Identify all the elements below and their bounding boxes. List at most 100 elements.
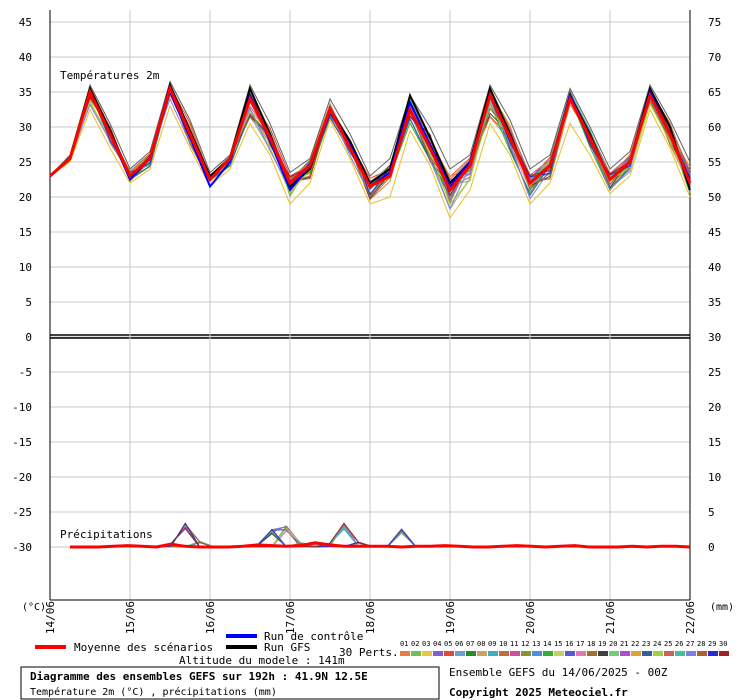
left-tick-label: 15 bbox=[19, 226, 32, 239]
precipitation-member-line bbox=[70, 523, 690, 548]
perturbation-swatch bbox=[565, 651, 575, 656]
perturbation-swatch bbox=[576, 651, 586, 656]
perturbation-swatch bbox=[598, 651, 608, 656]
left-tick-label: -20 bbox=[12, 471, 32, 484]
footer-copyright: Copyright 2025 Meteociel.fr bbox=[449, 686, 628, 699]
perturbation-number: 15 bbox=[554, 640, 562, 648]
right-tick-label: 25 bbox=[708, 366, 721, 379]
right-tick-label: 70 bbox=[708, 51, 721, 64]
precipitation-member-line bbox=[70, 522, 690, 548]
left-tick-label: 20 bbox=[19, 191, 32, 204]
right-tick-label: 60 bbox=[708, 121, 721, 134]
precipitation-member-line bbox=[70, 525, 690, 548]
perturbation-swatch bbox=[708, 651, 718, 656]
left-tick-label: 30 bbox=[19, 121, 32, 134]
perturbation-swatch bbox=[499, 651, 509, 656]
perturbation-swatch bbox=[686, 651, 696, 656]
precipitation-member-line bbox=[70, 522, 690, 548]
perturbation-swatch bbox=[455, 651, 465, 656]
perturbation-number: 08 bbox=[477, 640, 485, 648]
perturbation-number: 05 bbox=[444, 640, 452, 648]
perturbation-number: 14 bbox=[543, 640, 551, 648]
right-tick-label: 15 bbox=[708, 436, 721, 449]
perturbation-number: 04 bbox=[433, 640, 441, 648]
precipitation-member-line bbox=[70, 525, 690, 548]
left-tick-label: 5 bbox=[25, 296, 32, 309]
legend-perts-label: 30 Perts. bbox=[339, 646, 399, 659]
precipitation-member-lines bbox=[70, 522, 691, 548]
left-unit-label: (°C) bbox=[22, 602, 46, 613]
perturbation-swatch bbox=[422, 651, 432, 656]
left-tick-label: -15 bbox=[12, 436, 32, 449]
right-tick-label: 75 bbox=[708, 16, 721, 29]
perturbation-number: 01 bbox=[400, 640, 408, 648]
perturbation-number: 29 bbox=[708, 640, 716, 648]
temperature-section-label: Températures 2m bbox=[60, 69, 160, 82]
right-unit-label: (mm) bbox=[710, 602, 734, 613]
precipitation-member-line bbox=[70, 523, 690, 548]
perturbation-number: 03 bbox=[422, 640, 430, 648]
perturbation-swatch bbox=[664, 651, 674, 656]
legend-gfs-label: Run GFS bbox=[264, 641, 310, 654]
perturbation-swatch bbox=[642, 651, 652, 656]
perturbation-swatch bbox=[466, 651, 476, 656]
precipitation-member-line bbox=[70, 522, 691, 548]
precipitation-member-line bbox=[70, 526, 691, 548]
perturbation-number: 26 bbox=[675, 640, 683, 648]
perturbation-number: 16 bbox=[565, 640, 573, 648]
perturbation-number: 07 bbox=[466, 640, 474, 648]
left-tick-label: 35 bbox=[19, 86, 32, 99]
perturbation-swatch bbox=[675, 651, 685, 656]
precipitation-member-line bbox=[70, 524, 691, 548]
right-tick-label: 45 bbox=[708, 226, 721, 239]
precipitation-member-line bbox=[70, 525, 691, 548]
right-tick-label: 20 bbox=[708, 401, 721, 414]
perturbation-swatch bbox=[477, 651, 487, 656]
footer-run-info: Ensemble GEFS du 14/06/2025 - 00Z bbox=[449, 666, 668, 679]
precipitation-member-line bbox=[70, 525, 690, 548]
right-tick-label: 50 bbox=[708, 191, 721, 204]
precipitation-member-line bbox=[70, 525, 691, 548]
left-tick-label: 25 bbox=[19, 156, 32, 169]
right-tick-label: 55 bbox=[708, 156, 721, 169]
perturbation-swatch bbox=[609, 651, 619, 656]
perturbation-number: 12 bbox=[521, 640, 529, 648]
perturbation-swatch bbox=[488, 651, 498, 656]
mean-precipitation-line bbox=[70, 541, 691, 549]
x-tick-label: 14/06 bbox=[44, 601, 57, 634]
right-tick-label: 40 bbox=[708, 261, 721, 274]
perturbation-swatch bbox=[400, 651, 410, 656]
perturbation-number: 06 bbox=[455, 640, 463, 648]
right-tick-label: 0 bbox=[708, 541, 715, 554]
mean-temperature-line bbox=[49, 84, 692, 193]
legend-altitude: Altitude du modele : 141m bbox=[179, 654, 345, 667]
footer-title-box bbox=[20, 666, 440, 700]
precipitation-member-line bbox=[70, 522, 691, 548]
precipitation-member-line bbox=[70, 523, 690, 548]
perturbation-number: 25 bbox=[664, 640, 672, 648]
temperature-upper-member bbox=[49, 80, 691, 177]
perturbation-number: 11 bbox=[510, 640, 518, 648]
perturbation-swatch bbox=[653, 651, 663, 656]
perturbation-number: 13 bbox=[532, 640, 540, 648]
x-tick-label: 19/06 bbox=[444, 601, 457, 634]
perturbation-swatch bbox=[510, 651, 520, 656]
perturbation-swatch bbox=[444, 651, 454, 656]
perturbation-number: 10 bbox=[499, 640, 507, 648]
x-tick-label: 18/06 bbox=[364, 601, 377, 634]
precipitation-member-line bbox=[70, 526, 691, 548]
perturbation-number: 02 bbox=[411, 640, 419, 648]
perturbation-swatch bbox=[719, 651, 729, 656]
precipitation-member-line bbox=[70, 522, 691, 548]
perturbation-swatch bbox=[411, 651, 421, 656]
left-tick-label: -5 bbox=[19, 366, 32, 379]
perturbation-number: 28 bbox=[697, 640, 705, 648]
x-tick-label: 22/06 bbox=[684, 601, 697, 634]
left-tick-label: 40 bbox=[19, 51, 32, 64]
right-tick-label: 10 bbox=[708, 471, 721, 484]
perturbation-swatch bbox=[554, 651, 564, 656]
left-tick-label: -30 bbox=[12, 541, 32, 554]
perturbation-swatch bbox=[543, 651, 553, 656]
